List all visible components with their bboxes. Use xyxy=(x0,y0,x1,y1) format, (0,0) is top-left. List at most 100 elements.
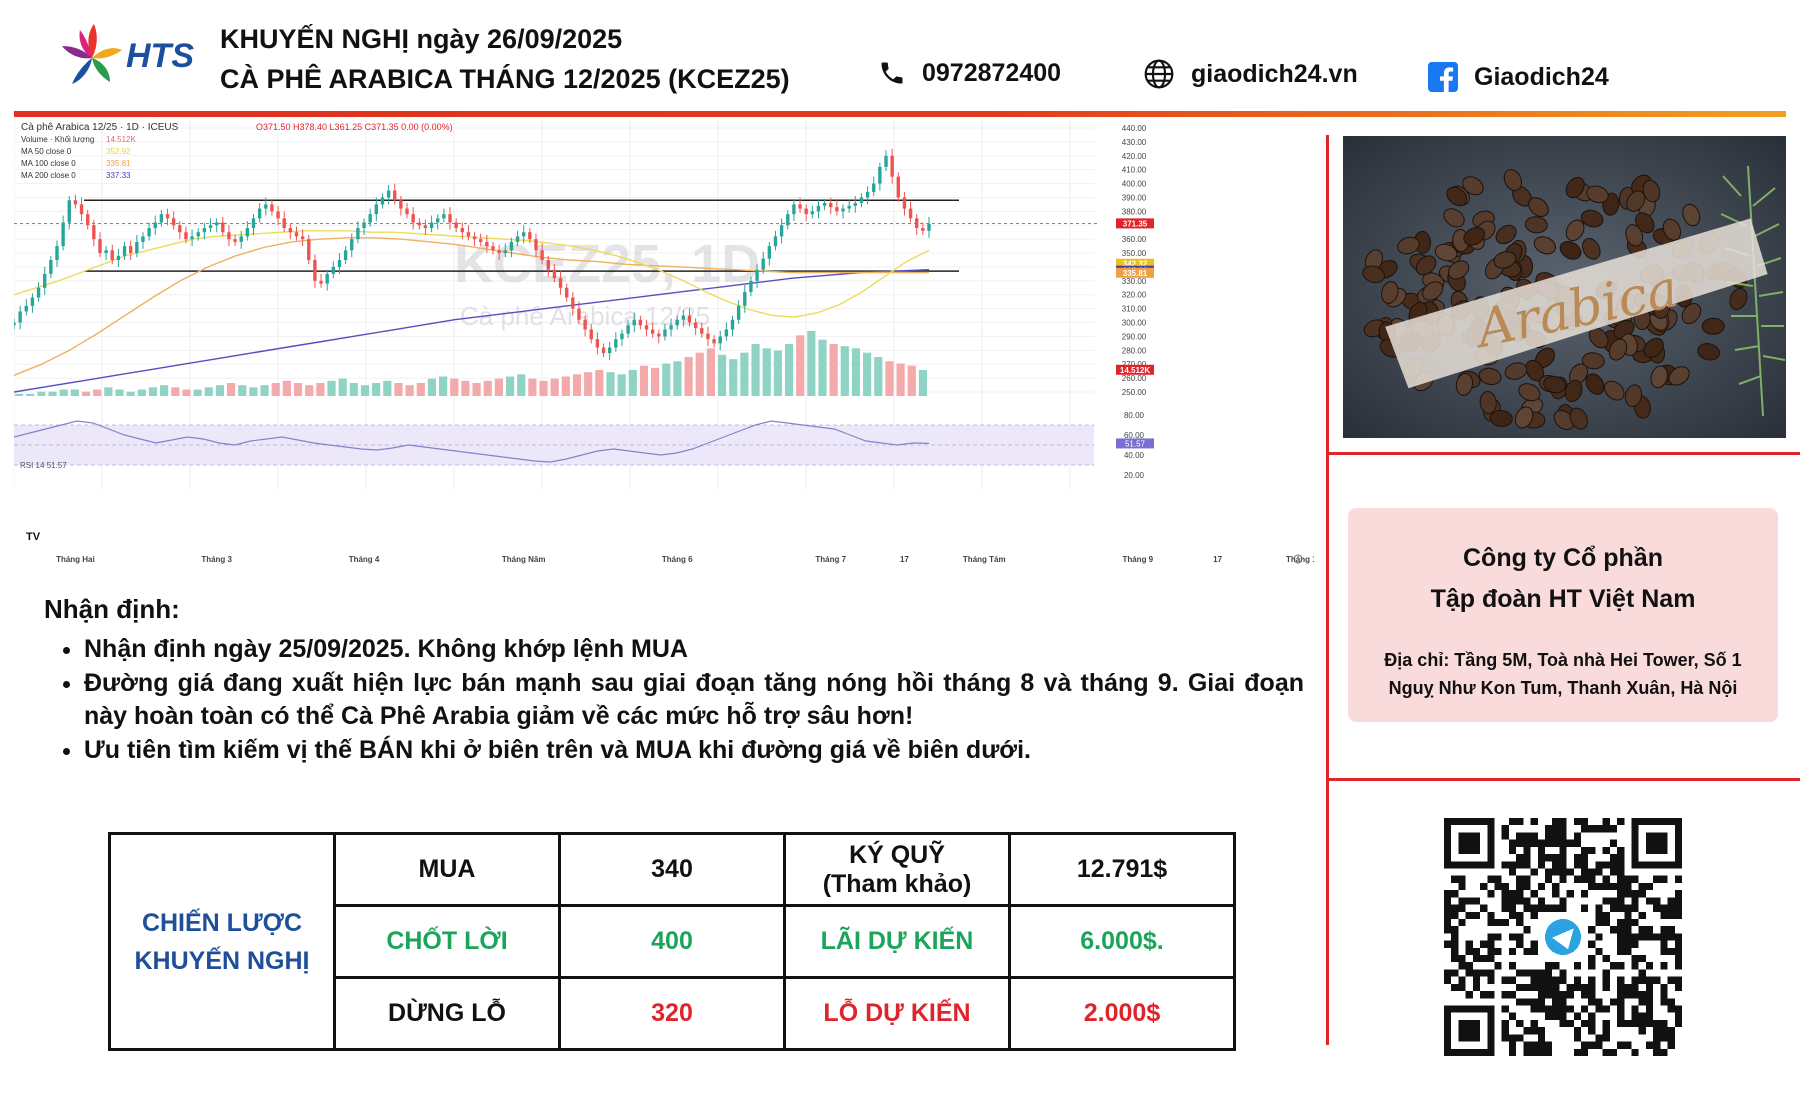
chart-title: Cà phê Arabica 12/25 · 1D · ICEUS xyxy=(21,122,179,133)
candle xyxy=(227,225,231,247)
company-name-1: Công ty Cổ phần xyxy=(1463,544,1663,572)
candle xyxy=(319,273,323,288)
coffee-bean-icon xyxy=(1697,343,1721,361)
volume-bar xyxy=(896,363,905,396)
x-tick-label: Tháng Tám xyxy=(963,555,1006,564)
volume-bar xyxy=(338,378,347,396)
volume-bar xyxy=(885,361,894,396)
strategy-label: CHIẾN LƯỢC KHUYẾN NGHỊ xyxy=(108,832,336,1051)
coffee-bean-icon xyxy=(1604,380,1625,401)
volume-bar xyxy=(461,380,470,396)
candle xyxy=(779,218,784,244)
candle xyxy=(153,215,157,235)
price-tag xyxy=(1116,218,1154,229)
coffee-bean-icon xyxy=(1397,236,1420,255)
right-divider-2 xyxy=(1326,778,1800,781)
candle xyxy=(98,232,102,258)
indicator-value: 352.92 xyxy=(106,147,131,156)
telegram-qr-code[interactable] xyxy=(1444,818,1682,1056)
coffee-bean-icon xyxy=(1504,362,1528,380)
candle xyxy=(528,228,532,244)
volume-bar xyxy=(249,387,258,396)
coffee-bean-icon xyxy=(1553,409,1575,431)
volume-bar xyxy=(662,363,671,396)
volume-bar xyxy=(729,359,738,396)
candle xyxy=(460,222,464,240)
y-tick-label: 300.00 xyxy=(1122,319,1147,328)
candle xyxy=(669,318,673,337)
candle xyxy=(620,329,624,347)
candle xyxy=(822,198,827,210)
candle xyxy=(92,219,96,247)
y-tick-label: 350.00 xyxy=(1122,249,1147,258)
y-tick-label: 270.00 xyxy=(1122,360,1147,369)
coffee-bean-icon xyxy=(1514,406,1534,429)
volume-bar xyxy=(260,385,269,396)
candle xyxy=(165,208,170,226)
candle xyxy=(693,318,698,336)
volume-bar xyxy=(851,348,861,396)
candle xyxy=(908,201,913,223)
candle xyxy=(743,285,747,313)
facebook-name: Giaodich24 xyxy=(1474,62,1609,91)
volume-bar xyxy=(327,380,336,396)
volume-bar xyxy=(695,352,704,396)
volume-bar xyxy=(617,374,626,396)
ma-line-ma200 xyxy=(14,269,930,393)
candle xyxy=(122,241,127,260)
stop-loss-action: DỪNG LỖ xyxy=(333,976,561,1051)
y-tick-label: 430.00 xyxy=(1122,138,1147,147)
y-tick-label: 440.00 xyxy=(1122,124,1147,133)
candle xyxy=(571,291,575,316)
x-tick-label: 17 xyxy=(1213,555,1222,564)
coffee-bean-icon xyxy=(1462,176,1484,196)
candle xyxy=(264,197,268,216)
x-tick-label: Tháng 10 xyxy=(1286,555,1314,564)
candle xyxy=(841,204,845,219)
candle xyxy=(546,255,550,277)
volume-bar xyxy=(360,385,370,396)
price-tag xyxy=(1116,258,1154,269)
candle xyxy=(368,208,372,227)
candle xyxy=(472,232,477,247)
candle xyxy=(896,172,900,202)
coffee-bean-icon xyxy=(1479,391,1497,414)
candle xyxy=(49,255,53,279)
margin-amount: 12.791$ xyxy=(1008,832,1236,907)
candle xyxy=(356,221,360,244)
price-tag xyxy=(1116,364,1154,375)
candle xyxy=(79,197,84,222)
coffee-bean-icon xyxy=(1415,255,1437,276)
leaf-icon xyxy=(1720,165,1786,417)
coffee-bean-icon xyxy=(1585,373,1605,395)
x-tick-label: Tháng 4 xyxy=(349,555,380,564)
candle xyxy=(650,322,655,338)
rsi-tick-label: 60.00 xyxy=(1124,431,1145,440)
arabica-coffee-photo: Arabica xyxy=(1343,136,1786,438)
candle xyxy=(245,221,250,241)
volume-bar xyxy=(796,335,805,396)
website-contact[interactable]: giaodich24.vn xyxy=(1143,58,1358,90)
facebook-contact[interactable]: Giaodich24 xyxy=(1428,62,1609,92)
candle xyxy=(24,298,28,316)
candle xyxy=(595,332,600,355)
coffee-bean-icon xyxy=(1381,281,1399,304)
phone-contact[interactable]: 0972872400 xyxy=(878,58,1061,88)
coffee-bean-icon xyxy=(1635,212,1655,234)
candle xyxy=(583,315,587,337)
volume-bar xyxy=(639,365,649,396)
candle xyxy=(393,183,397,205)
coffee-bean-icon xyxy=(1533,236,1556,255)
candle xyxy=(276,205,280,226)
coffee-bean-icon xyxy=(1447,260,1470,280)
volume-bar xyxy=(550,378,559,396)
margin-label: KÝ QUỸ (Tham khảo) xyxy=(783,832,1011,907)
volume-bar xyxy=(193,389,202,396)
candle xyxy=(638,315,643,330)
candle xyxy=(380,193,385,209)
volume-bar xyxy=(505,376,515,396)
coffee-bean-icon xyxy=(1443,208,1465,228)
candle xyxy=(681,310,686,327)
candle xyxy=(921,222,925,235)
coffee-bean-icon xyxy=(1489,409,1513,428)
